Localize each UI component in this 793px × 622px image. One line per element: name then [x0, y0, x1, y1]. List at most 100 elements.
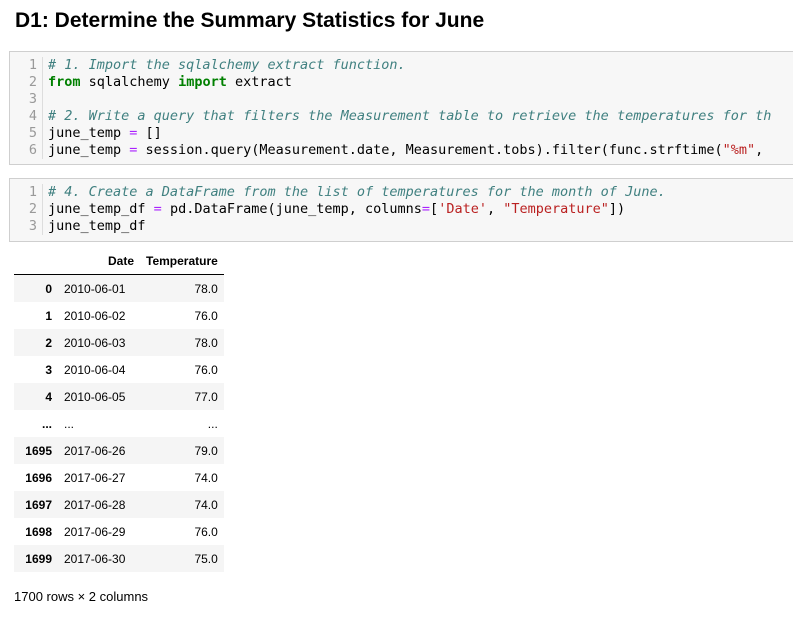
- row-index: 4: [45, 389, 52, 404]
- row-index: ...: [41, 416, 52, 431]
- line-number: 1: [28, 184, 37, 200]
- code-token: session.query(Measurement.date, Measurem…: [137, 142, 723, 158]
- code-line[interactable]: 5 june_temp = []: [10, 125, 793, 142]
- code-token: ]): [608, 201, 626, 217]
- code-text[interactable]: from sqlalchemy import extract: [43, 74, 292, 91]
- table-row: .........: [14, 410, 224, 437]
- table-row: 1699 2017-06-30 75.0: [14, 545, 224, 572]
- row-index: 1698: [25, 524, 52, 539]
- table-row: 3 2010-06-04 76.0: [14, 356, 224, 383]
- code-text[interactable]: # 2. Write a query that filters the Meas…: [43, 108, 771, 125]
- row-index: 3: [45, 362, 52, 377]
- code-text[interactable]: june_temp = session.query(Measurement.da…: [43, 142, 763, 159]
- temperature-cell: 74.0: [194, 497, 218, 512]
- code-token: =: [129, 125, 138, 141]
- row-index: 1697: [25, 497, 52, 512]
- code-cell-dataframe[interactable]: 1 # 4. Create a DataFrame from the list o…: [9, 178, 793, 242]
- gutter-divider: [42, 91, 43, 108]
- code-editor[interactable]: 1 # 1. Import the sqlalchemy extract func…: [10, 52, 793, 159]
- code-token: june_temp: [48, 142, 130, 158]
- code-line[interactable]: 6 june_temp = session.query(Measurement.d…: [10, 142, 793, 159]
- column-header-date: Date: [58, 248, 140, 275]
- temperature-cell: 76.0: [194, 524, 218, 539]
- dataframe-shape-text: 1700 rows × 2 columns: [14, 589, 149, 604]
- code-token: june_temp_df: [48, 218, 146, 234]
- code-text[interactable]: # 1. Import the sqlalchemy extract funct…: [43, 57, 406, 74]
- code-line[interactable]: 1 # 4. Create a DataFrame from the list o…: [10, 184, 793, 201]
- code-text[interactable]: [43, 91, 48, 108]
- code-token: extract: [226, 74, 292, 90]
- code-token: import: [178, 74, 227, 90]
- code-text[interactable]: # 4. Create a DataFrame from the list of…: [43, 184, 666, 201]
- dataframe-output-table: Date Temperature 0 2010-06-01 78.0 1 2010-06…: [14, 248, 224, 572]
- table-row: 4 2010-06-05 77.0: [14, 383, 224, 410]
- code-line[interactable]: 4 # 2. Write a query that filters the Mea…: [10, 108, 793, 125]
- line-number: 2: [28, 201, 37, 217]
- code-token: pd.DataFrame(june_temp, columns: [161, 201, 422, 217]
- section-heading: D1: Determine the Summary Statistics for…: [15, 9, 485, 32]
- code-token: june_temp_df: [48, 201, 154, 217]
- gutter-divider: [42, 57, 43, 74]
- row-index: 2: [45, 335, 52, 350]
- code-token: [: [430, 201, 439, 217]
- date-cell: 2017-06-26: [64, 443, 126, 458]
- line-number: 5: [28, 125, 37, 141]
- gutter-divider: [42, 218, 43, 235]
- row-index: 1695: [25, 443, 52, 458]
- code-token: =: [129, 142, 138, 158]
- date-cell: 2017-06-29: [64, 524, 126, 539]
- line-number: 2: [28, 74, 37, 90]
- row-index: 1696: [25, 470, 52, 485]
- table-row: 1698 2017-06-29 76.0: [14, 518, 224, 545]
- code-line[interactable]: 2 june_temp_df = pd.DataFrame(june_temp, …: [10, 201, 793, 218]
- temperature-cell: 76.0: [194, 362, 218, 377]
- code-line[interactable]: 3 june_temp_df: [10, 218, 793, 235]
- row-index: 1699: [25, 551, 52, 566]
- code-token: =: [153, 201, 162, 217]
- code-editor[interactable]: 1 # 4. Create a DataFrame from the list o…: [10, 179, 793, 235]
- date-cell: 2010-06-01: [64, 281, 126, 296]
- code-line[interactable]: 3: [10, 91, 793, 108]
- table-header-row: Date Temperature: [14, 248, 224, 275]
- gutter-divider: [42, 142, 43, 159]
- column-header-temperature: Temperature: [140, 248, 224, 275]
- date-cell: ...: [64, 416, 75, 431]
- code-text[interactable]: june_temp = []: [43, 125, 162, 142]
- temperature-cell: 74.0: [194, 470, 218, 485]
- code-text[interactable]: june_temp_df = pd.DataFrame(june_temp, c…: [43, 201, 625, 218]
- code-token: # 2. Write a query that filters the Meas…: [48, 108, 772, 124]
- code-cell-import-query[interactable]: 1 # 1. Import the sqlalchemy extract func…: [9, 51, 793, 165]
- table-row: 2 2010-06-03 78.0: [14, 329, 224, 356]
- gutter-divider: [42, 108, 43, 125]
- date-cell: 2010-06-02: [64, 308, 126, 323]
- code-token: =: [421, 201, 431, 217]
- code-token: from: [48, 74, 81, 90]
- date-cell: 2017-06-28: [64, 497, 126, 512]
- temperature-cell: 77.0: [194, 389, 218, 404]
- date-cell: 2017-06-27: [64, 470, 126, 485]
- table-row: 1695 2017-06-26 79.0: [14, 437, 224, 464]
- gutter-divider: [42, 201, 43, 218]
- temperature-cell: 78.0: [194, 335, 218, 350]
- code-token: "%m": [722, 142, 756, 158]
- date-cell: 2010-06-04: [64, 362, 126, 377]
- date-cell: 2010-06-05: [64, 389, 126, 404]
- temperature-cell: 78.0: [194, 281, 218, 296]
- code-token: []: [137, 125, 162, 141]
- gutter-divider: [42, 125, 43, 142]
- code-text[interactable]: june_temp_df: [43, 218, 146, 235]
- code-token: june_temp: [48, 125, 130, 141]
- code-token: ,: [486, 201, 504, 217]
- code-line[interactable]: 2 from sqlalchemy import extract: [10, 74, 793, 91]
- code-line[interactable]: 1 # 1. Import the sqlalchemy extract func…: [10, 57, 793, 74]
- line-number: 6: [28, 142, 37, 158]
- code-token: sqlalchemy: [80, 74, 179, 90]
- line-number: 3: [28, 218, 37, 234]
- row-index: 0: [45, 281, 52, 296]
- code-token: "Temperature": [503, 201, 609, 217]
- date-cell: 2017-06-30: [64, 551, 126, 566]
- temperature-cell: ...: [207, 416, 218, 431]
- row-index: 1: [45, 308, 52, 323]
- line-number: 4: [28, 108, 37, 124]
- date-cell: 2010-06-03: [64, 335, 126, 350]
